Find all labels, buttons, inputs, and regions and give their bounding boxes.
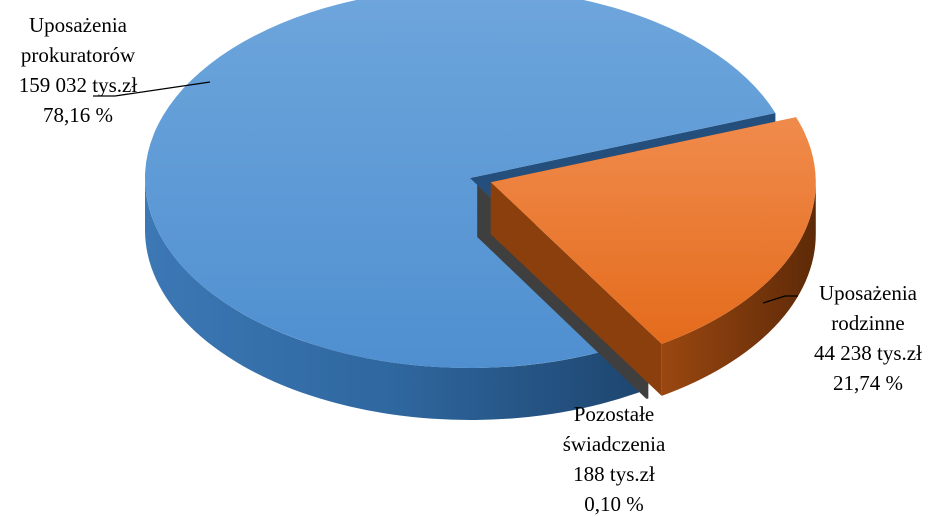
slice-label-line: rodzinne — [831, 311, 904, 335]
leader-line — [93, 81, 211, 97]
slice-label-line: świadczenia — [563, 432, 666, 456]
slice-label-line: Uposażenia — [819, 281, 918, 305]
pie-slice-top — [490, 117, 816, 344]
slice-label-line: 0,10 % — [584, 492, 644, 516]
slice-label-line: 44 238 tys.zł — [814, 341, 922, 365]
slice-label-line: Pozostałe — [574, 402, 654, 426]
slice-label-1: Uposażenia rodzinne 44 238 tys.zł 21,74 % — [814, 281, 922, 395]
pie-slice-side — [661, 182, 816, 396]
pie-slice-top — [145, 0, 776, 368]
slice-label-line: 188 tys.zł — [573, 462, 655, 486]
slice-label-line: 159 032 tys.zł — [19, 73, 138, 97]
slice-label-2: Pozostałe świadczenia 188 tys.zł 0,10 % — [563, 402, 666, 516]
slice-label-line: Uposażenia — [29, 13, 128, 37]
slice-label-line: 21,74 % — [833, 371, 903, 395]
slice-label-line: 78,16 % — [43, 103, 113, 127]
pie-slice-side — [145, 178, 640, 421]
slice-label-line: prokuratorów — [21, 43, 136, 67]
leader-line — [762, 295, 798, 304]
slice-label-0: Uposażenia prokuratorów 159 032 tys.zł 78,1… — [19, 13, 138, 127]
pie-slice-1 — [490, 117, 816, 396]
pie-slice-wall — [490, 182, 662, 396]
